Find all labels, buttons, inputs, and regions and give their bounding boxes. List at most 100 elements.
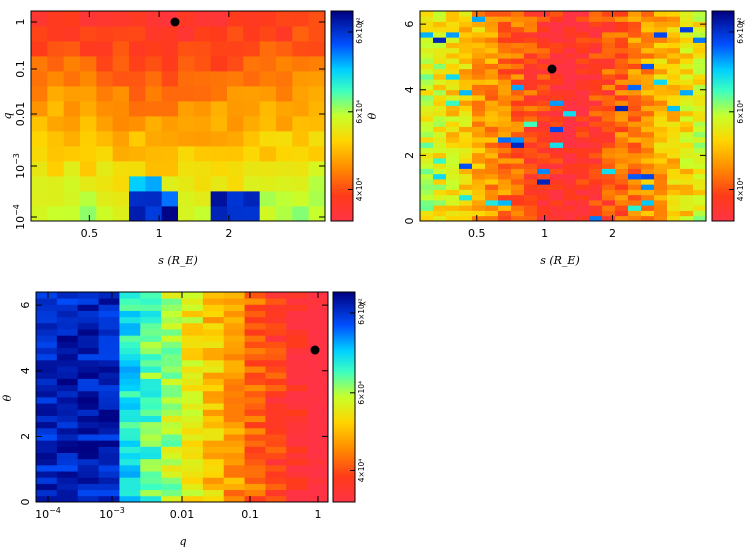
heatmap-cell [420, 84, 434, 91]
heatmap-cell [202, 495, 225, 503]
heatmap-cell [680, 200, 694, 206]
heatmap-cell [244, 353, 266, 361]
heatmap-cell [129, 191, 146, 207]
heatmap-cells-s-theta [420, 11, 707, 222]
heatmap-cell [524, 210, 538, 217]
heatmap-cell [459, 63, 473, 70]
heatmap-cell [628, 63, 642, 70]
heatmap-cell [576, 63, 590, 70]
heatmap-cell [140, 440, 162, 447]
heatmap-cell [602, 74, 616, 80]
heatmap-cell [589, 68, 603, 75]
heatmap-cell [178, 146, 195, 162]
heatmap-cell [641, 53, 655, 59]
heatmap-cell [680, 215, 694, 222]
heatmap-cell [433, 16, 447, 22]
heatmap-cell [537, 158, 551, 164]
colorbar [330, 10, 354, 222]
heatmap-cell [680, 205, 694, 211]
heatmap-cell [433, 63, 447, 70]
heatmap-cell [537, 184, 551, 190]
heatmap-cell [641, 131, 655, 138]
heatmap-cell [223, 292, 245, 299]
heatmap-cell [485, 21, 499, 28]
heatmap-cell [446, 47, 460, 54]
heatmap-cell [98, 427, 120, 435]
heatmap-cell [227, 86, 244, 102]
heatmap-cell [223, 341, 245, 348]
heatmap-cell [292, 191, 310, 207]
heatmap-cell [178, 41, 195, 57]
heatmap-cell [119, 304, 141, 311]
heatmap-cell [693, 168, 707, 175]
heatmap-cell [485, 32, 499, 38]
heatmap-cell [31, 71, 48, 87]
heatmap-cell [307, 366, 329, 373]
heatmap-cell [602, 68, 616, 75]
heatmap-cell [615, 126, 629, 133]
heatmap-cell [98, 304, 120, 311]
heatmap-cell [511, 47, 525, 54]
heatmap-cell [244, 483, 266, 491]
heatmap-cell [145, 101, 163, 117]
heatmap-cell [615, 95, 629, 101]
heatmap-cell [161, 347, 183, 355]
heatmap-cell [680, 158, 694, 164]
heatmap-cell [182, 304, 204, 311]
heatmap-cell [576, 205, 590, 211]
x-tick-label: 10−3 [99, 506, 125, 521]
heatmap-cell [194, 116, 212, 132]
heatmap-cell [550, 37, 564, 43]
heatmap-cell [459, 121, 473, 127]
heatmap-cell [680, 42, 694, 49]
heatmap-cell [276, 26, 293, 42]
heatmap-cell [227, 101, 244, 117]
heatmap-cell [286, 427, 308, 435]
heatmap-cell [47, 206, 65, 222]
x-tick-label: 0.5 [81, 227, 99, 240]
heatmap-cell [56, 384, 79, 392]
heatmap-cell [276, 71, 293, 87]
heatmap-cell [667, 168, 681, 175]
heatmap-cell [243, 101, 261, 117]
heatmap-cell [472, 37, 486, 43]
heatmap-cell [292, 206, 310, 222]
heatmap-cell [602, 26, 616, 33]
heatmap-cell [244, 489, 266, 497]
heatmap-cell [292, 116, 310, 132]
heatmap-cell [576, 210, 590, 217]
heatmap-cell [119, 372, 141, 379]
heatmap-cell [243, 116, 261, 132]
heatmap-cell [667, 215, 681, 222]
heatmap-cell [628, 200, 642, 206]
heatmap-cell [628, 58, 642, 64]
heatmap-cell [680, 152, 694, 159]
heatmap-cell [524, 37, 538, 43]
heatmap-cell [119, 477, 141, 484]
heatmap-cell [202, 304, 225, 311]
heatmap-cell [243, 26, 261, 42]
heatmap-cell [485, 142, 499, 148]
heatmap-cell [194, 71, 212, 87]
heatmap-cell [524, 110, 538, 117]
heatmap-cell [563, 142, 577, 148]
heatmap-cell [161, 359, 183, 367]
heatmap-cell [98, 421, 120, 429]
heatmap-cell [654, 42, 668, 49]
heatmap-cell [433, 42, 447, 49]
heatmap-cell [459, 210, 473, 217]
heatmap-cell [602, 89, 616, 96]
heatmap-cell [223, 310, 245, 318]
heatmap-cell [615, 189, 629, 196]
heatmap-cell [119, 495, 141, 503]
heatmap-cell [56, 452, 79, 460]
heatmap-cell [202, 471, 225, 478]
heatmap-cell [524, 79, 538, 85]
heatmap-cell [667, 21, 681, 28]
heatmap-cell [265, 477, 287, 484]
heatmap-cell [140, 378, 162, 386]
heatmap-cell [537, 131, 551, 138]
heatmap-cell [550, 26, 564, 33]
heatmap-cell [77, 366, 99, 373]
heatmap-cell [589, 126, 603, 133]
